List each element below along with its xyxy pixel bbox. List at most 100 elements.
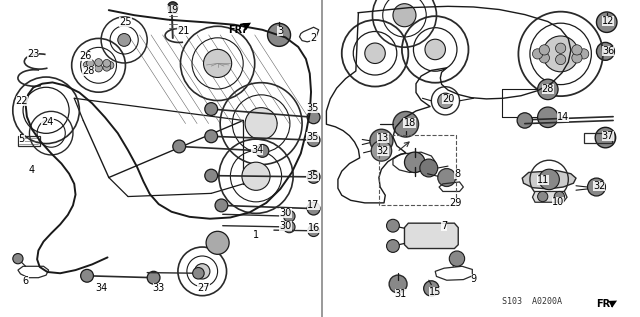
Circle shape <box>147 271 160 284</box>
Circle shape <box>308 225 319 236</box>
Circle shape <box>579 49 589 59</box>
Circle shape <box>425 39 445 60</box>
Circle shape <box>365 43 385 63</box>
Circle shape <box>205 103 218 115</box>
Text: 26: 26 <box>79 51 92 61</box>
Circle shape <box>543 36 579 72</box>
Circle shape <box>205 130 218 143</box>
Text: 17: 17 <box>307 200 320 210</box>
Circle shape <box>256 145 269 157</box>
Circle shape <box>173 140 186 153</box>
Circle shape <box>307 111 320 124</box>
Circle shape <box>204 49 232 77</box>
Circle shape <box>206 231 229 254</box>
Polygon shape <box>532 191 567 202</box>
Text: 35: 35 <box>306 132 319 142</box>
Text: S103  A0200A: S103 A0200A <box>502 297 562 306</box>
Text: 23: 23 <box>27 49 40 59</box>
Circle shape <box>424 281 439 296</box>
Circle shape <box>371 141 392 161</box>
Text: FR.: FR. <box>228 25 246 35</box>
Circle shape <box>81 269 93 282</box>
Circle shape <box>554 191 564 202</box>
Circle shape <box>195 264 210 279</box>
Circle shape <box>193 268 204 279</box>
Circle shape <box>438 93 453 108</box>
Text: 30: 30 <box>279 208 292 218</box>
Text: 7: 7 <box>441 221 447 231</box>
Circle shape <box>205 169 218 182</box>
Circle shape <box>572 53 582 63</box>
Text: 19: 19 <box>166 5 179 15</box>
Text: 6: 6 <box>22 276 29 286</box>
Polygon shape <box>522 171 576 189</box>
Polygon shape <box>404 223 458 249</box>
Circle shape <box>595 127 616 148</box>
Text: 28: 28 <box>541 84 554 94</box>
Circle shape <box>307 202 320 215</box>
Text: 4: 4 <box>29 165 35 175</box>
Text: 16: 16 <box>307 223 320 233</box>
Circle shape <box>387 219 399 232</box>
Text: 21: 21 <box>177 26 189 36</box>
Text: 33: 33 <box>152 283 165 293</box>
Text: 28: 28 <box>82 66 95 76</box>
Text: 32: 32 <box>593 181 605 191</box>
Circle shape <box>438 169 456 186</box>
Text: 30: 30 <box>279 221 292 231</box>
Circle shape <box>588 178 605 196</box>
Circle shape <box>307 134 320 146</box>
Circle shape <box>95 64 102 72</box>
Text: 12: 12 <box>602 16 614 26</box>
Circle shape <box>168 2 178 12</box>
Text: 15: 15 <box>429 287 442 297</box>
Text: 34: 34 <box>95 283 108 293</box>
Circle shape <box>556 43 566 53</box>
Circle shape <box>284 210 295 222</box>
Circle shape <box>538 191 548 202</box>
Text: 20: 20 <box>442 94 454 104</box>
Circle shape <box>532 49 543 59</box>
Text: 27: 27 <box>197 283 210 293</box>
Circle shape <box>245 108 277 139</box>
Text: 35: 35 <box>306 103 319 113</box>
Circle shape <box>389 275 407 293</box>
Circle shape <box>538 79 558 100</box>
Text: 25: 25 <box>119 17 132 27</box>
Circle shape <box>387 240 399 252</box>
Circle shape <box>393 112 419 137</box>
Circle shape <box>539 169 559 190</box>
Text: 37: 37 <box>602 131 614 141</box>
Circle shape <box>268 23 291 46</box>
Circle shape <box>540 45 550 55</box>
Circle shape <box>106 61 114 69</box>
Circle shape <box>118 34 131 46</box>
Text: 8: 8 <box>454 169 460 179</box>
Circle shape <box>103 60 111 67</box>
Text: FR.: FR. <box>596 299 614 309</box>
Text: 9: 9 <box>470 274 477 284</box>
Text: 14: 14 <box>557 112 570 122</box>
Circle shape <box>393 4 416 27</box>
Circle shape <box>370 129 393 152</box>
Circle shape <box>556 55 566 65</box>
Text: 13: 13 <box>376 133 389 143</box>
Text: 24: 24 <box>41 117 54 127</box>
Text: 10: 10 <box>552 197 564 207</box>
Text: 11: 11 <box>536 175 549 185</box>
Circle shape <box>538 107 558 127</box>
Circle shape <box>517 113 532 128</box>
Circle shape <box>572 45 582 55</box>
Circle shape <box>242 162 270 190</box>
Circle shape <box>95 59 102 66</box>
Text: 35: 35 <box>306 171 319 181</box>
Text: 34: 34 <box>251 145 264 155</box>
Text: 32: 32 <box>376 146 389 156</box>
Circle shape <box>404 152 425 172</box>
Circle shape <box>449 251 465 266</box>
Text: 1: 1 <box>253 230 259 240</box>
Text: 3: 3 <box>277 26 284 36</box>
Circle shape <box>86 60 94 67</box>
Circle shape <box>307 171 320 183</box>
Text: 31: 31 <box>394 288 407 299</box>
